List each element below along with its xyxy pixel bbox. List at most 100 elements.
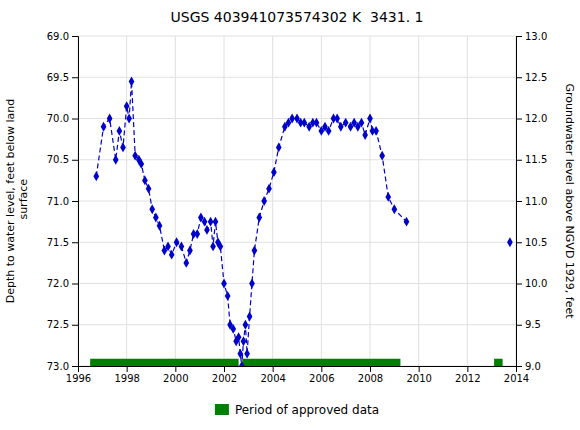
tick-label: 1998 — [114, 373, 139, 384]
tick-mark — [467, 366, 468, 372]
tick: 2012 — [455, 366, 480, 384]
tick: 70.0 — [47, 113, 78, 124]
data-point — [243, 320, 249, 330]
data-point — [266, 184, 272, 194]
tick-mark — [516, 284, 522, 285]
tick-label: 11.0 — [525, 196, 547, 207]
data-point — [334, 114, 340, 124]
tick-label: 73.0 — [47, 361, 69, 372]
tick: 72.5 — [47, 319, 78, 330]
axis-line — [79, 367, 517, 373]
tick: 10.0 — [516, 278, 547, 289]
tick-label: 70.0 — [47, 113, 69, 124]
approved-period — [494, 359, 503, 366]
grid-line — [78, 242, 516, 243]
data-point — [314, 118, 320, 128]
data-point — [379, 151, 385, 161]
data-point — [183, 258, 189, 268]
data-point — [391, 204, 397, 214]
data-point — [117, 126, 123, 136]
tick-mark — [516, 325, 522, 326]
tick: 2006 — [309, 366, 334, 384]
grid-line — [78, 159, 516, 160]
tick-mark — [419, 366, 420, 372]
tick: 10.5 — [516, 237, 547, 248]
tick: 11.5 — [516, 154, 547, 165]
marks — [90, 76, 513, 366]
tick-label: 2006 — [309, 373, 334, 384]
tick: 1996 — [66, 366, 91, 384]
grid-line — [78, 36, 516, 37]
data-point — [120, 142, 126, 152]
tick: 12.5 — [516, 72, 547, 83]
data-point — [373, 126, 379, 136]
data-point — [241, 336, 247, 346]
tick-label: 69.0 — [47, 31, 69, 42]
tick-mark — [516, 160, 522, 161]
tick-label: 10.0 — [525, 278, 547, 289]
data-point — [169, 250, 175, 260]
data-point — [252, 246, 258, 256]
tick-label: 9.5 — [525, 319, 541, 330]
tick-mark — [72, 366, 78, 367]
y-axis: 69.069.570.070.571.071.572.072.573.0 — [47, 31, 79, 372]
tick: 2010 — [406, 366, 431, 384]
grid-line — [78, 283, 516, 284]
data-point — [124, 101, 130, 111]
tick-mark — [72, 77, 78, 78]
data-point — [146, 184, 152, 194]
grid-line — [78, 77, 516, 78]
chart: 1996199820002002200420062008201020122014… — [0, 0, 580, 430]
tick-label: 69.5 — [47, 72, 69, 83]
tick: 11.0 — [516, 196, 547, 207]
grid-line — [78, 324, 516, 325]
tick-mark — [516, 201, 522, 202]
tick-label: 71.5 — [47, 237, 69, 248]
tick: 9.0 — [516, 361, 541, 372]
tick-label: 2012 — [455, 373, 480, 384]
axis-line — [517, 37, 523, 367]
data-point — [153, 213, 159, 223]
data-point — [230, 324, 236, 334]
axis-line — [72, 37, 79, 367]
tick: 69.5 — [47, 72, 78, 83]
data-point — [362, 130, 368, 140]
data-point — [93, 171, 99, 181]
tick-label: 9.0 — [525, 361, 541, 372]
data-point — [138, 159, 144, 169]
tick: 73.0 — [47, 361, 78, 372]
data-point — [194, 229, 200, 239]
tick-mark — [224, 366, 225, 372]
x-axis: 1996199820002002200420062008201020122014 — [66, 366, 529, 384]
data-point — [165, 241, 171, 251]
tick-mark — [516, 36, 522, 37]
data-point — [221, 279, 227, 289]
tick-label: 2014 — [504, 373, 529, 384]
data-point — [359, 118, 365, 128]
data-point — [239, 361, 245, 366]
tick: 72.0 — [47, 278, 78, 289]
tick-label: 2000 — [163, 373, 188, 384]
tick: 69.0 — [47, 31, 78, 42]
data-point — [204, 225, 210, 235]
plot-area: 1996199820002002200420062008201020122014… — [4, 31, 576, 384]
data-point — [174, 237, 180, 247]
tick-label: 12.0 — [525, 113, 547, 124]
data-point — [236, 332, 242, 342]
tick: 2004 — [260, 366, 285, 384]
tick-label: 2004 — [260, 373, 285, 384]
data-point — [343, 118, 349, 128]
tick: 13.0 — [516, 31, 547, 42]
grid-line — [78, 201, 516, 202]
approved-period — [90, 359, 238, 366]
data-point — [187, 246, 193, 256]
data-point — [142, 175, 148, 185]
data-line — [96, 81, 406, 366]
data-point — [113, 155, 119, 165]
tick-label: 72.0 — [47, 278, 69, 289]
tick-label: 2010 — [406, 373, 431, 384]
data-point — [289, 114, 295, 124]
y2-axis-label: Groundwater level above NGVD 1929, feet — [563, 83, 576, 319]
tick-mark — [370, 366, 371, 372]
tick: 71.0 — [47, 196, 78, 207]
